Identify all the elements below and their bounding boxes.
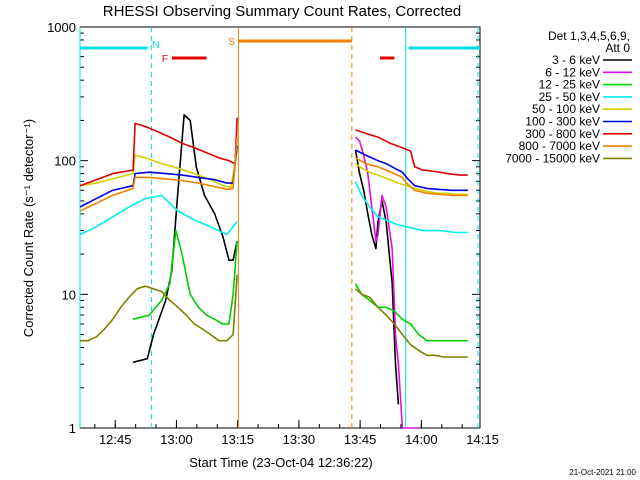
state-label-F: F [162, 54, 168, 65]
series-line-1 [132, 114, 400, 405]
x-tick-label: 13:00 [160, 432, 193, 447]
legend-label: 6 - 12 keV [545, 65, 600, 79]
state-label-N: N [152, 40, 159, 51]
y-tick-label: 1000 [47, 20, 76, 35]
y-axis-label: Corrected Count Rate (s⁻¹ detector⁻¹) [21, 119, 36, 337]
series-line-3 [132, 229, 468, 342]
x-tick-label: 13:30 [283, 432, 316, 447]
y-tick-label: 10 [62, 287, 76, 302]
legend-label: 300 - 800 keV [525, 127, 600, 141]
legend-label: 12 - 25 keV [539, 78, 600, 92]
series-line-5 [79, 149, 468, 196]
chart-title: RHESSI Observing Summary Count Rates, Co… [103, 3, 461, 20]
legend-header-attenuator: Att 0 [605, 41, 630, 55]
legend-label: 50 - 100 keV [532, 102, 600, 116]
legend-label: 100 - 300 keV [525, 115, 600, 129]
x-tick-label: 14:00 [405, 432, 438, 447]
x-tick-label: 13:15 [221, 432, 254, 447]
legend-label: 800 - 7000 keV [519, 139, 600, 153]
series-line-2 [354, 136, 419, 429]
plot-area: 1 10 100 1000 12:45 13:00 13:15 13:30 13:45 14:00… [47, 20, 499, 447]
legend-label: 25 - 50 keV [539, 90, 600, 104]
series-line-9 [80, 274, 468, 358]
legend-label: 3 - 6 keV [552, 53, 600, 67]
state-label-S: S [228, 37, 235, 48]
y-tick-label: 100 [54, 154, 76, 169]
x-tick-label: 12:45 [99, 432, 132, 447]
footer-date: 21-Oct-2021 21:00 [569, 468, 636, 477]
series-line-8 [79, 137, 468, 212]
legend-header-detectors: Det 1,3,4,5,6,9, [548, 29, 630, 43]
y-tick-label: 1 [69, 421, 76, 436]
x-tick-label: 13:45 [344, 432, 377, 447]
series-line-7 [79, 117, 468, 187]
series-line-4 [79, 181, 468, 236]
series-line-6 [79, 145, 468, 208]
x-axis-label: Start Time (23-Oct-04 12:36:22) [189, 455, 373, 470]
legend-label: 7000 - 15000 keV [505, 151, 600, 165]
x-tick-label: 14:15 [466, 432, 499, 447]
